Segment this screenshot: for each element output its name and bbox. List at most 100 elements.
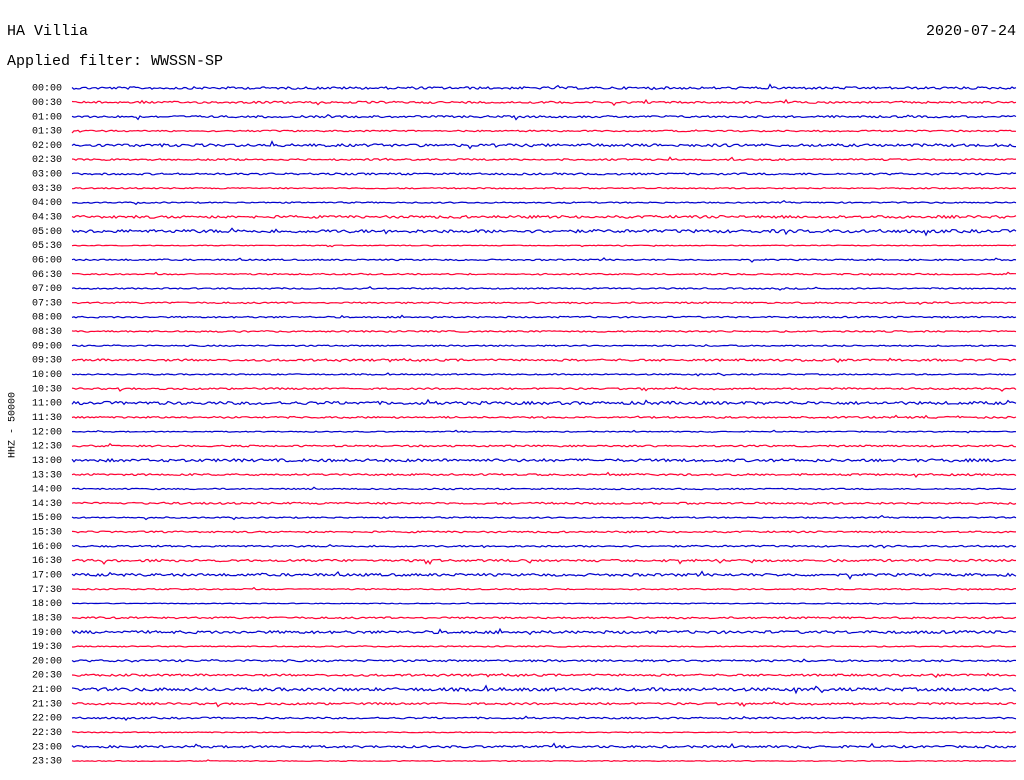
time-label: 03:30 xyxy=(32,184,62,195)
trace xyxy=(71,471,1017,478)
time-label: 09:30 xyxy=(32,356,62,367)
time-label: 20:00 xyxy=(32,656,62,667)
time-label: 13:30 xyxy=(32,470,62,481)
trace xyxy=(71,658,1017,663)
trace xyxy=(71,684,1017,695)
trace xyxy=(71,257,1017,263)
trace xyxy=(71,759,1017,763)
trace xyxy=(71,214,1017,220)
trace xyxy=(71,514,1017,521)
time-label: 01:30 xyxy=(32,127,62,138)
trace xyxy=(71,486,1017,491)
time-label: 00:30 xyxy=(32,98,62,109)
trace xyxy=(71,586,1017,592)
time-label: 08:30 xyxy=(32,327,62,338)
time-label: 16:00 xyxy=(32,542,62,553)
trace xyxy=(71,501,1017,505)
time-label: 21:00 xyxy=(32,685,62,696)
time-label: 20:30 xyxy=(32,671,62,682)
time-label: 11:30 xyxy=(32,413,62,424)
time-label: 17:00 xyxy=(32,570,62,581)
time-label: 14:30 xyxy=(32,499,62,510)
trace xyxy=(71,570,1017,580)
time-label: 19:30 xyxy=(32,642,62,653)
time-label: 22:00 xyxy=(32,714,62,725)
trace xyxy=(71,244,1016,248)
trace xyxy=(71,601,1017,606)
time-label: 01:00 xyxy=(32,112,62,123)
time-label: 18:30 xyxy=(32,613,62,624)
chart-title: HA Villia xyxy=(7,23,88,40)
time-label: 04:00 xyxy=(32,198,62,209)
trace xyxy=(71,543,1017,549)
time-label: 14:00 xyxy=(32,485,62,496)
trace xyxy=(71,330,1017,333)
trace xyxy=(71,715,1017,722)
time-label: 12:00 xyxy=(32,427,62,438)
time-label: 08:00 xyxy=(32,313,62,324)
time-label: 22:30 xyxy=(32,728,62,739)
time-label: 10:00 xyxy=(32,370,62,381)
trace xyxy=(72,645,1017,648)
trace xyxy=(71,457,1017,463)
time-label: 13:00 xyxy=(32,456,62,467)
time-label: 03:00 xyxy=(32,170,62,181)
trace xyxy=(71,357,1017,364)
trace xyxy=(71,429,1017,434)
time-label: 15:00 xyxy=(32,513,62,524)
date: 2020-07-24 xyxy=(926,23,1016,40)
time-label: 18:00 xyxy=(32,599,62,610)
trace xyxy=(71,140,1016,150)
trace xyxy=(71,98,1017,107)
y-axis-label: HHZ - 50000 xyxy=(8,392,19,458)
trace xyxy=(72,730,1017,734)
trace xyxy=(71,627,1017,636)
trace xyxy=(71,386,1017,392)
time-label: 02:30 xyxy=(32,155,62,166)
time-label: 02:00 xyxy=(32,141,62,152)
time-label: 12:30 xyxy=(32,442,62,453)
time-label: 09:00 xyxy=(32,341,62,352)
trace xyxy=(71,199,1017,206)
trace xyxy=(71,113,1017,121)
trace xyxy=(72,558,1016,565)
trace xyxy=(71,271,1016,277)
time-label: 21:30 xyxy=(32,699,62,710)
time-label: 04:30 xyxy=(32,213,62,224)
trace xyxy=(71,83,1017,91)
trace xyxy=(71,672,1017,679)
trace xyxy=(71,186,1017,190)
trace xyxy=(71,156,1017,162)
time-label: 05:30 xyxy=(32,241,62,252)
trace xyxy=(72,301,1017,306)
time-label: 07:30 xyxy=(32,298,62,309)
time-label: 06:30 xyxy=(32,270,62,281)
time-label: 06:00 xyxy=(32,255,62,266)
trace xyxy=(71,314,1017,319)
trace xyxy=(71,343,1017,348)
subtitle: Applied filter: WWSSN-SP xyxy=(7,53,223,70)
trace xyxy=(71,530,1016,534)
trace xyxy=(71,172,1017,176)
time-label: 23:00 xyxy=(32,742,62,753)
trace xyxy=(71,701,1017,708)
time-label: 05:00 xyxy=(32,227,62,238)
trace xyxy=(71,414,1017,419)
trace xyxy=(71,129,1017,134)
trace xyxy=(71,286,1017,291)
trace xyxy=(71,742,1017,750)
trace xyxy=(71,398,1017,406)
trace xyxy=(71,227,1017,237)
time-label: 11:00 xyxy=(32,399,62,410)
time-label: 07:00 xyxy=(32,284,62,295)
time-label: 10:30 xyxy=(32,384,62,395)
time-label: 23:30 xyxy=(32,757,62,768)
time-label: 16:30 xyxy=(32,556,62,567)
time-label: 17:30 xyxy=(32,585,62,596)
time-label: 00:00 xyxy=(32,84,62,95)
trace xyxy=(71,442,1016,448)
time-label: 15:30 xyxy=(32,528,62,539)
trace xyxy=(71,616,1017,620)
time-label: 19:00 xyxy=(32,628,62,639)
